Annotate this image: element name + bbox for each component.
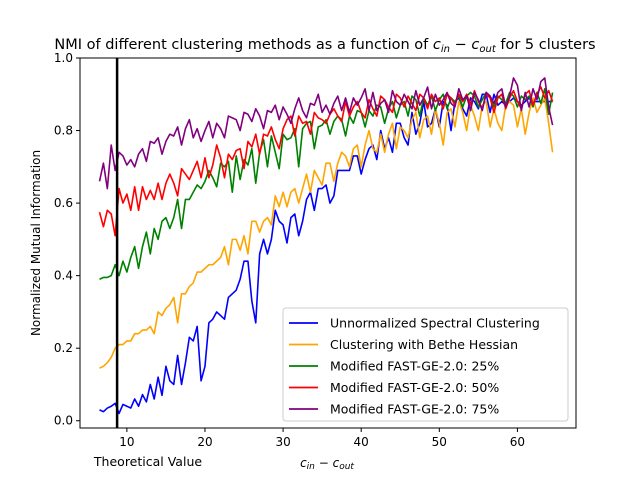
x-axis-label: cin − cout — [300, 456, 354, 472]
x-tick-label: 10 — [119, 435, 134, 449]
legend-label-4: Modified FAST-GE-2.0: 50% — [330, 380, 499, 395]
chart-title-math-op: − — [450, 37, 471, 53]
x-tick-label: 30 — [275, 435, 290, 449]
legend-label-3: Modified FAST-GE-2.0: 25% — [330, 359, 499, 374]
x-tick-label: 60 — [510, 435, 525, 449]
chart-title-prefix: NMI of different clustering methods as a… — [54, 37, 433, 53]
chart-title-math-c1: c — [433, 37, 441, 53]
legend-label-2: Clustering with Bethe Hessian — [330, 337, 518, 352]
y-tick-label: 0.2 — [54, 341, 73, 355]
theoretical-value-label: Theoretical Value — [93, 454, 202, 469]
x-axis-label-op: − — [315, 456, 333, 470]
y-axis-label: Normalized Mutual Information — [29, 150, 43, 336]
series-line-3 — [99, 88, 554, 280]
series-lines — [98, 77, 554, 415]
chart-title-math-sub1: in — [441, 44, 450, 55]
chart-title-math-c2: c — [471, 37, 479, 53]
x-tick-label: 20 — [197, 435, 212, 449]
series-line-5 — [98, 77, 554, 190]
y-tick-label: 0.6 — [54, 196, 73, 210]
chart-title-suffix: for 5 clusters — [496, 37, 596, 53]
y-tick-label: 0.4 — [54, 269, 73, 283]
plot-frame — [79, 57, 577, 429]
series-line-2 — [99, 97, 554, 369]
y-tick-label: 0.8 — [54, 124, 73, 138]
legend-label-5: Modified FAST-GE-2.0: 75% — [330, 402, 499, 417]
x-axis-label-c2: c — [333, 456, 340, 470]
chart-title-math-sub2: out — [479, 44, 496, 55]
y-tick-label: 1.0 — [54, 51, 73, 65]
series-line-1 — [99, 93, 553, 415]
series-line-4 — [98, 86, 554, 237]
x-axis-label-sub1: in — [307, 462, 316, 472]
chart-title: NMI of different clustering methods as a… — [54, 37, 595, 55]
legend-label-1: Unnormalized Spectral Clustering — [330, 316, 540, 331]
y-tick-label: 0.0 — [54, 414, 73, 428]
x-tick-label: 50 — [432, 435, 447, 449]
legend-box — [282, 307, 569, 422]
x-axis-label-c1: c — [300, 456, 307, 470]
x-axis-label-sub2: out — [339, 462, 354, 472]
legend: Unnormalized Spectral Clustering Clusteri… — [282, 307, 569, 422]
x-tick-label: 40 — [354, 435, 369, 449]
axis-ticks: 10 20 30 40 50 60 0.0 0.2 0.4 0.6 0.8 1.0 — [54, 51, 525, 449]
